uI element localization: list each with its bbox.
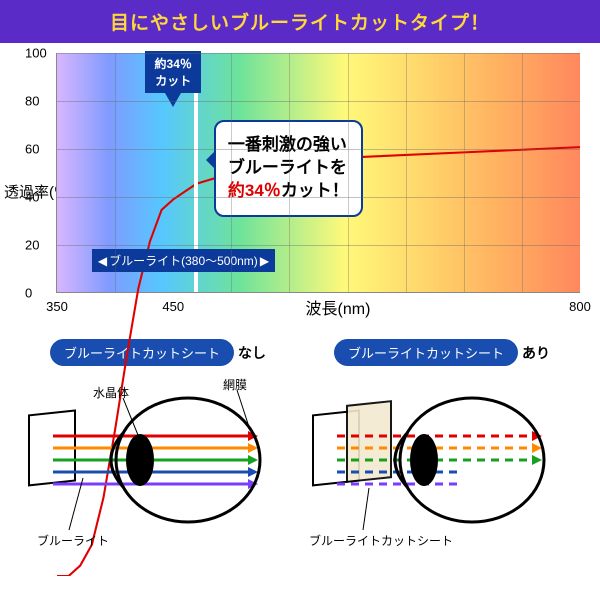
eye-left-stage: 水晶体 網膜ブルーライト (23, 370, 293, 560)
callout-tail-icon (196, 150, 216, 170)
label-bluelight: ブルーライト (37, 532, 109, 549)
blue-light-range-label: ◀ ブルーライト(380～500nm) ▶ (92, 249, 275, 272)
flag-line2: カット (149, 72, 197, 89)
chart: 透過率(％) 約34％カット ◀ ブルーライト(380～500nm) ▶ 一番刺… (56, 53, 580, 333)
eye-with-sheet: ブルーライトカットシート あり ブルーライトカットシート (307, 339, 577, 560)
chart-plot-area: 約34％カット ◀ ブルーライト(380～500nm) ▶ 一番刺激の強い ブル… (56, 53, 580, 293)
ytick: 100 (25, 46, 47, 61)
eye-right-stage: ブルーライトカットシート (307, 370, 577, 560)
banner: 目にやさしいブルーライトカットタイプ！ (0, 0, 600, 43)
label-retina: 網膜 (223, 376, 247, 393)
xtick: 350 (46, 299, 68, 314)
callout-line2: ブルーライトを (228, 157, 349, 180)
ytick: 0 (25, 286, 32, 301)
callout-line1: 一番刺激の強い (228, 134, 349, 157)
callout-bubble: 一番刺激の強い ブルーライトを 約34％カット！ (214, 120, 363, 217)
label-sheet: ブルーライトカットシート (309, 532, 453, 549)
arrow-right-icon: ▶ (260, 254, 269, 268)
ytick: 40 (25, 190, 39, 205)
arrow-left-icon: ◀ (98, 254, 107, 268)
xtick: 800 (569, 299, 591, 314)
eye-without-sheet: ブルーライトカットシート なし 水晶体網膜ブルーライト (23, 339, 293, 560)
label-lens: 水晶体 (93, 384, 129, 401)
xtick: 450 (162, 299, 184, 314)
blue-light-range-text: ブルーライト(380～500nm) (109, 252, 258, 269)
cut-flag: 約34％カット (145, 51, 201, 112)
flag-line1: 約34％ (149, 55, 197, 72)
ytick: 60 (25, 142, 39, 157)
ytick: 80 (25, 94, 39, 109)
ytick: 20 (25, 238, 39, 253)
